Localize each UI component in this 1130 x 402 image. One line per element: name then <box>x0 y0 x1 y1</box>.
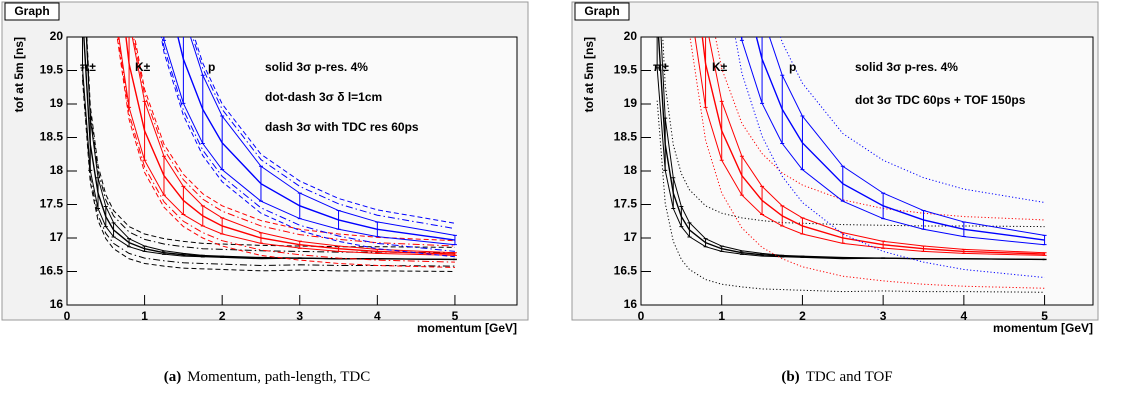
x-tick-label: 2 <box>799 309 806 323</box>
curve <box>131 37 455 254</box>
x-tick-label: 1 <box>718 309 725 323</box>
x-tick-label: 4 <box>374 309 381 323</box>
annotation: solid 3σ p-res. 4% <box>855 60 958 74</box>
curve <box>694 37 1045 256</box>
y-tick-label: 20 <box>50 29 64 43</box>
y-tick-label: 18.5 <box>40 130 64 144</box>
x-tick-label: 3 <box>296 309 303 323</box>
chart-title: Graph <box>584 4 619 18</box>
y-tick-label: 17 <box>624 230 638 244</box>
y-tick-label: 18 <box>624 163 638 177</box>
curve <box>662 37 1045 228</box>
caption-label: (b) <box>781 369 799 385</box>
chart-title: Graph <box>14 4 49 18</box>
annotation: p <box>789 60 796 74</box>
annotation: dash 3σ with TDC res 60ps <box>265 120 419 134</box>
y-tick-label: 20 <box>624 29 638 43</box>
plot-area <box>80 37 457 272</box>
caption-text: Momentum, path-length, TDC <box>187 369 370 385</box>
y-axis-title: tof at 5m [ns] <box>582 37 596 112</box>
y-tick-label: 19 <box>624 96 638 110</box>
y-tick-label: 19.5 <box>40 63 64 77</box>
curve <box>734 37 1045 279</box>
curve <box>160 37 455 258</box>
y-tick-label: 16 <box>624 297 638 311</box>
y-tick-label: 16 <box>50 297 64 311</box>
curve <box>116 37 455 268</box>
x-tick-label: 3 <box>880 309 887 323</box>
curve <box>118 37 455 256</box>
chart-panel: Graph 16 16.5 17 17.5 18 18.5 19 19.5 20 0 1 2 3 4 5mom… <box>1 1 529 335</box>
y-tick-label: 17.5 <box>40 197 64 211</box>
plot-frame <box>66 36 518 306</box>
y-axis-title: tof at 5m [ns] <box>12 37 26 112</box>
y-tick-label: 16.5 <box>40 264 64 278</box>
caption: (b) TDC and TOF <box>781 369 892 385</box>
curve <box>701 37 1045 255</box>
annotation: p <box>208 60 215 74</box>
curve <box>656 67 1045 260</box>
x-tick-label: 0 <box>64 309 71 323</box>
annotation: solid 3σ p-res. 4% <box>265 60 368 74</box>
curve <box>755 37 1045 241</box>
chart-panel: Graph 16 16.5 17 17.5 18 18.5 19 19.5 20 0 1 2 3 4 5mom… <box>571 1 1099 335</box>
y-tick-label: 18 <box>50 163 64 177</box>
x-tick-label: 4 <box>961 309 968 323</box>
x-axis-title: momentum [GeV] <box>993 321 1093 335</box>
x-tick-label: 1 <box>141 309 148 323</box>
curve <box>162 37 455 246</box>
y-tick-label: 19.5 <box>614 63 638 77</box>
annotation: K± <box>135 60 151 74</box>
curve <box>192 37 456 230</box>
annotation: π± <box>80 60 96 74</box>
y-tick-label: 16.5 <box>614 264 638 278</box>
annotation: dot 3σ TDC 60ps + TOF 150ps <box>855 93 1026 107</box>
curve <box>708 37 1045 254</box>
curve <box>740 37 1045 246</box>
error-bar <box>80 37 85 69</box>
y-tick-label: 18.5 <box>614 130 638 144</box>
caption-label: (a) <box>164 369 182 385</box>
title-box <box>574 2 630 21</box>
curve <box>125 37 455 255</box>
y-tick-label: 17.5 <box>614 197 638 211</box>
x-axis-title: momentum [GeV] <box>417 321 517 335</box>
curve <box>86 37 455 254</box>
y-tick-label: 19 <box>50 96 64 110</box>
annotation: K± <box>712 60 728 74</box>
curve <box>714 37 1045 221</box>
title-box <box>4 2 60 21</box>
annotation: dot-dash 3σ δ l=1cm <box>265 90 382 104</box>
caption: (a) Momentum, path-length, TDC <box>164 369 371 385</box>
x-tick-label: 2 <box>219 309 226 323</box>
x-tick-label: 5 <box>452 309 459 323</box>
y-tick-label: 17 <box>50 230 64 244</box>
plot-frame <box>640 36 1094 306</box>
curve <box>82 67 455 260</box>
curve <box>117 37 455 263</box>
curve <box>177 37 456 241</box>
curve <box>768 37 1045 236</box>
caption-text: TDC and TOF <box>806 369 893 385</box>
x-tick-label: 5 <box>1041 309 1048 323</box>
curve <box>82 74 455 267</box>
curve <box>189 37 456 236</box>
x-tick-label: 0 <box>638 309 645 323</box>
plot-area <box>655 37 1047 293</box>
annotation: π± <box>653 60 669 74</box>
curve <box>193 37 456 224</box>
